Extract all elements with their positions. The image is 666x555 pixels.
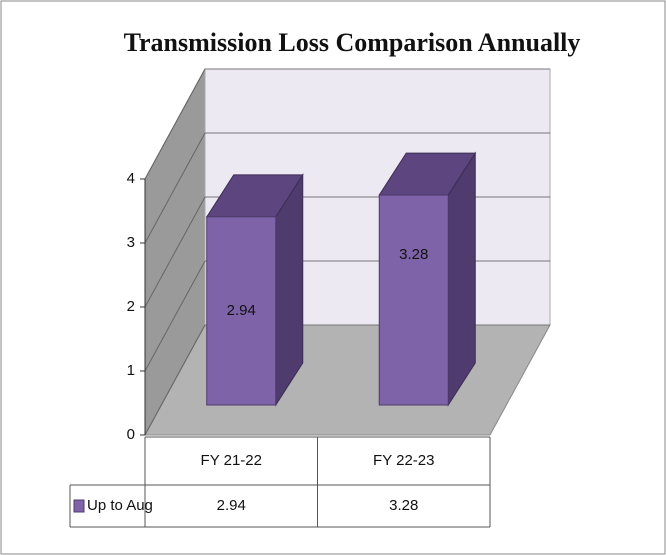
table-value: 3.28 — [389, 497, 418, 514]
grid-line — [144, 324, 206, 436]
y-tick-label: 2 — [127, 298, 135, 315]
y-tick-label: 0 — [127, 426, 135, 443]
bar — [378, 194, 449, 406]
bar — [206, 216, 277, 406]
legend-swatch — [73, 499, 85, 513]
grid-line — [144, 132, 206, 244]
chart-title: Transmission Loss Comparison Annually — [124, 28, 581, 57]
y-tick-label: 4 — [127, 170, 135, 187]
y-tick-label: 1 — [127, 362, 135, 379]
x-tick-label: FY 22-23 — [373, 452, 434, 469]
floor — [144, 324, 551, 436]
x-tick-label: FY 21-22 — [201, 452, 262, 469]
grid-line — [144, 68, 206, 180]
data-label: 3.28 — [399, 246, 428, 263]
legend-label: Up to Aug — [87, 497, 153, 514]
data-label: 2.94 — [227, 302, 256, 319]
grid-line — [144, 260, 206, 372]
grid-line — [144, 196, 206, 308]
table-value: 2.94 — [217, 497, 246, 514]
bar-side — [447, 151, 476, 407]
y-tick-label: 3 — [127, 234, 135, 251]
